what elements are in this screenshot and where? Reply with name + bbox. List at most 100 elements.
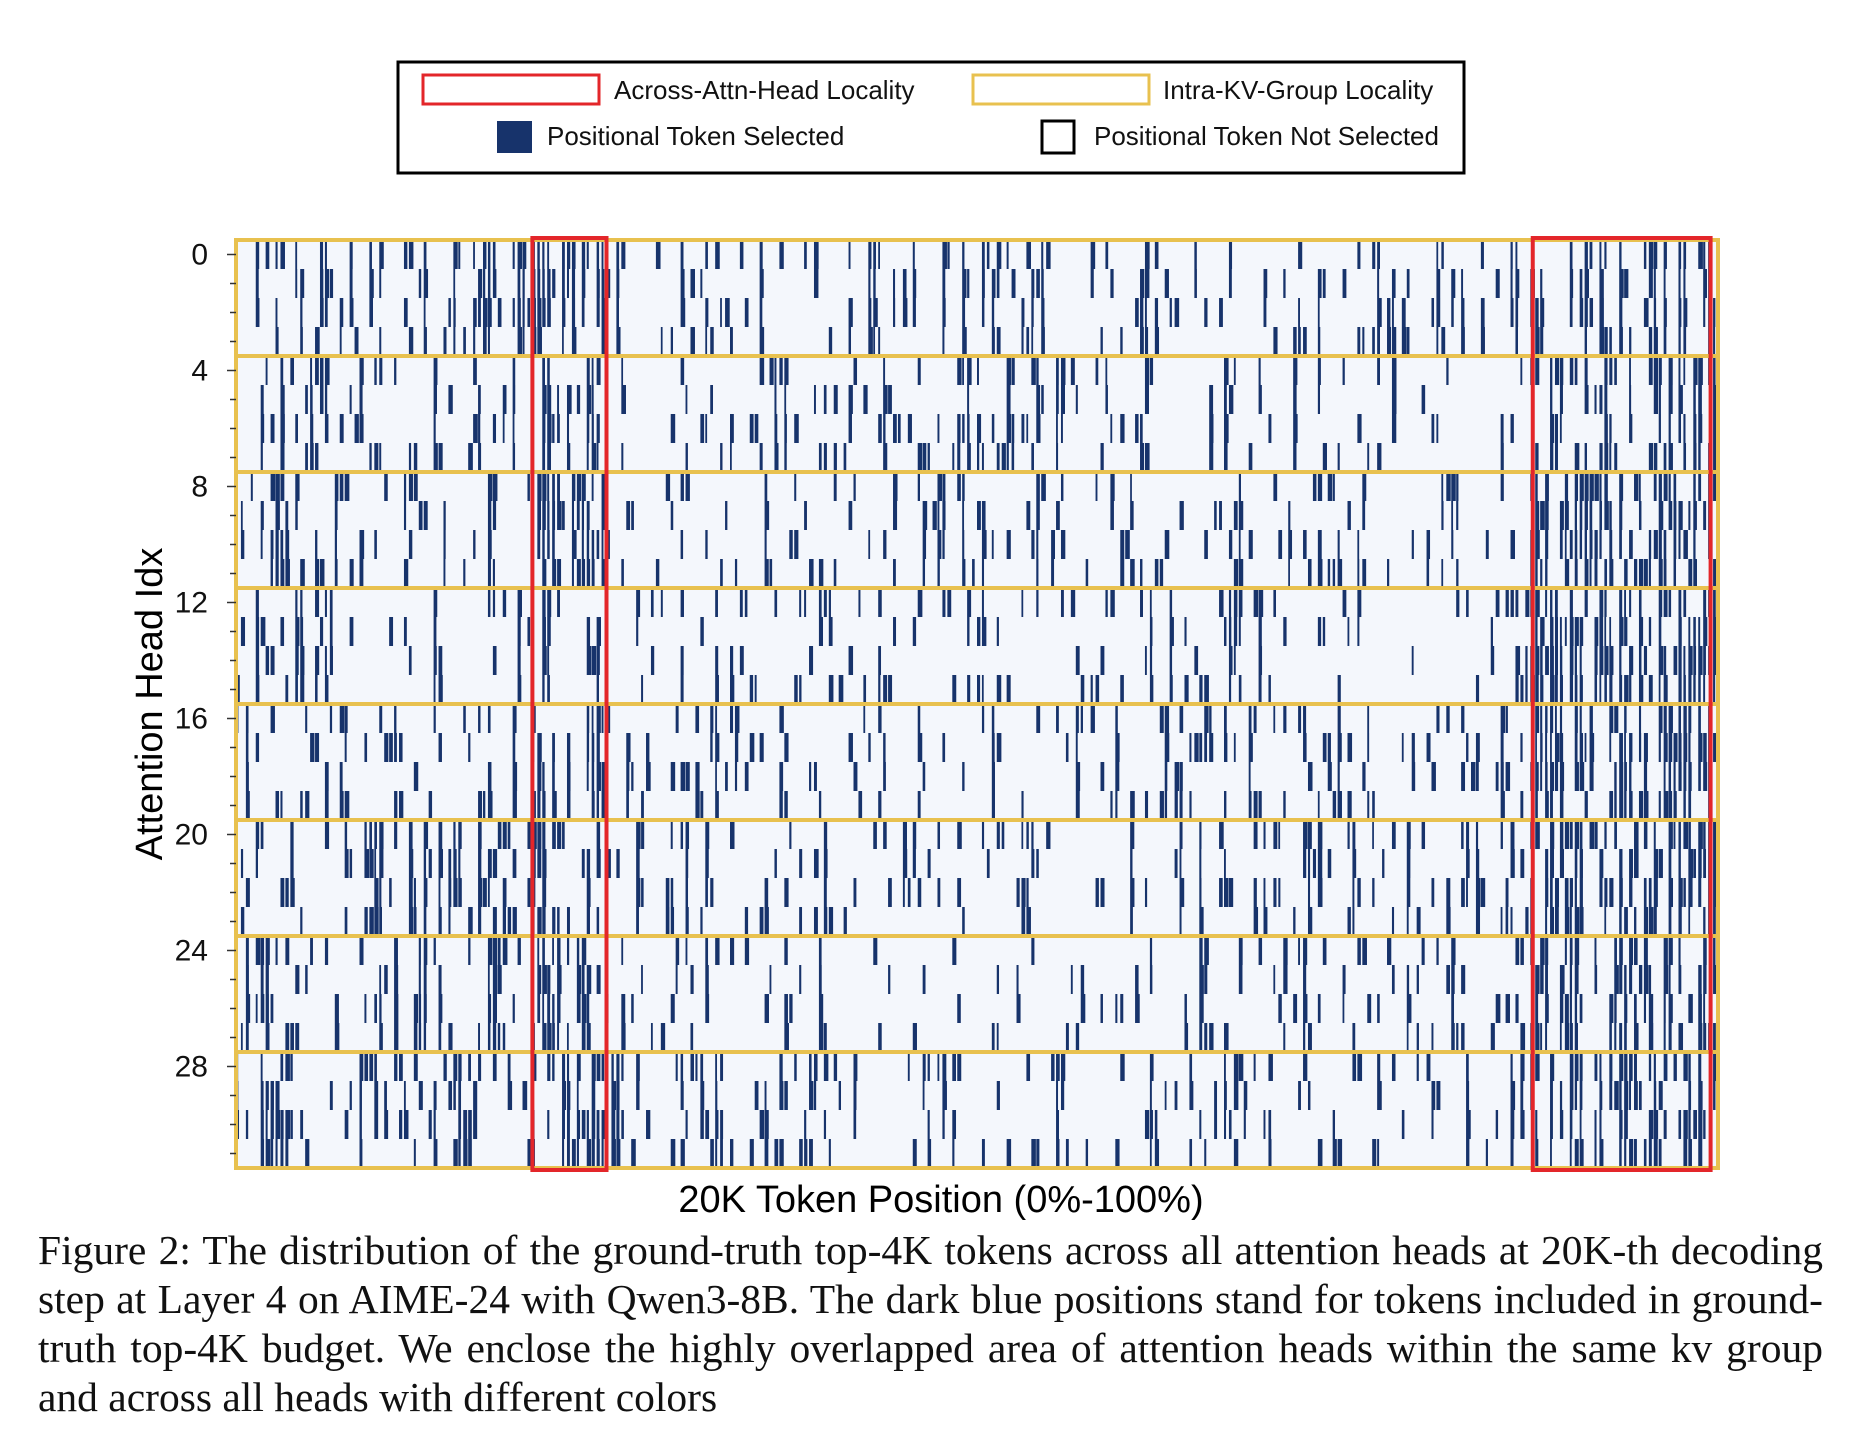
heatmap-cell [1120, 414, 1125, 443]
heatmap-cell [809, 559, 814, 588]
heatmap-cell [606, 849, 611, 878]
heatmap-cell [1293, 414, 1298, 443]
heatmap-cell [641, 820, 645, 849]
heatmap-cell [734, 762, 738, 791]
heatmap-cell [453, 269, 456, 298]
heatmap-cell [897, 414, 901, 443]
heatmap-cell [453, 849, 457, 878]
heatmap-cell [1574, 994, 1578, 1023]
heatmap-cell [512, 849, 517, 878]
heatmap-cell [1436, 327, 1439, 356]
heatmap-cell [937, 414, 940, 443]
heatmap-cell [324, 675, 329, 704]
heatmap-cell [1258, 385, 1262, 414]
heatmap-cell [1130, 501, 1134, 530]
heatmap-cell [438, 820, 443, 849]
heatmap-cell [537, 240, 540, 269]
heatmap-cell [685, 907, 689, 936]
heatmap-cell [1021, 298, 1025, 327]
heatmap-cell [1609, 559, 1614, 588]
heatmap-cell [349, 385, 352, 414]
heatmap-cell [828, 1139, 831, 1168]
heatmap-cell [715, 646, 719, 675]
heatmap-cell [596, 414, 600, 443]
heatmap-cell [1406, 327, 1410, 356]
heatmap-cell [1574, 1081, 1578, 1110]
heatmap-cell [1604, 414, 1608, 443]
heatmap-cell [1377, 1139, 1380, 1168]
heatmap-cell [1569, 878, 1573, 907]
heatmap-cell [1317, 994, 1321, 1023]
heatmap-cell [1535, 1052, 1540, 1081]
heatmap-cell [1648, 675, 1653, 704]
heatmap-cell [1540, 617, 1545, 646]
y-tick-label: 0 [191, 239, 208, 272]
heatmap-cell [1678, 414, 1682, 443]
heatmap-cell [1579, 704, 1582, 733]
y-tick-label: 8 [191, 471, 208, 504]
heatmap-cell [571, 298, 576, 327]
heatmap-cell [1540, 559, 1543, 588]
heatmap-cell [873, 327, 876, 356]
heatmap-cell [601, 472, 605, 501]
heatmap-cell [784, 994, 788, 1023]
heatmap-cell [917, 733, 923, 762]
heatmap-cell [1698, 965, 1702, 994]
heatmap-cell [1564, 878, 1569, 907]
heatmap-cell [1545, 849, 1549, 878]
heatmap-cell [1293, 327, 1297, 356]
heatmap-cell [319, 269, 324, 298]
heatmap-cell [1634, 1023, 1639, 1052]
heatmap-cell [641, 965, 643, 994]
heatmap-cell [1678, 820, 1681, 849]
heatmap-cell [1317, 530, 1322, 559]
heatmap-cell [1535, 1110, 1538, 1139]
heatmap-cell [260, 443, 263, 472]
heatmap-cell [774, 443, 779, 472]
heatmap-cell [1678, 298, 1682, 327]
heatmap-cell [1362, 762, 1366, 791]
heatmap-cell [636, 878, 641, 907]
heatmap-cell [888, 385, 892, 414]
heatmap-cell [389, 878, 392, 907]
heatmap-cell [537, 530, 541, 559]
heatmap-cell [458, 849, 461, 878]
heatmap-cell [1693, 1110, 1697, 1139]
heatmap-cell [1594, 1110, 1597, 1139]
heatmap-cell [596, 675, 599, 704]
heatmap-cell [848, 385, 853, 414]
heatmap-cell [394, 733, 397, 762]
heatmap-cell [542, 994, 545, 1023]
heatmap-cell [329, 269, 334, 298]
heatmap-cell [1599, 327, 1605, 356]
heatmap-cell [1352, 820, 1356, 849]
heatmap-cell [1619, 1023, 1623, 1052]
heatmap-cell [1609, 733, 1612, 762]
heatmap-cell [937, 878, 941, 907]
heatmap-cell [1545, 588, 1548, 617]
y-tick-label: 12 [175, 587, 208, 620]
heatmap-cell [1075, 733, 1078, 762]
heatmap-cell [1648, 965, 1652, 994]
heatmap-cell [1584, 385, 1589, 414]
heatmap-cell [586, 559, 591, 588]
heatmap-cell [1579, 501, 1583, 530]
heatmap-cell [1332, 1110, 1336, 1139]
heatmap-cell [1698, 472, 1702, 501]
heatmap-cell [1589, 530, 1593, 559]
heatmap-cell [1406, 878, 1411, 907]
heatmap-cell [290, 1052, 293, 1081]
heatmap-cell [532, 820, 537, 849]
heatmap-cell [996, 327, 1001, 356]
heatmap-cell [300, 327, 303, 356]
heatmap-cell [1466, 1052, 1469, 1081]
heatmap-cell [586, 617, 591, 646]
heatmap-cell [1322, 269, 1326, 298]
heatmap-cell [542, 646, 547, 675]
heatmap-cell [1698, 675, 1701, 704]
heatmap-cell [245, 733, 249, 762]
heatmap-cell [1569, 530, 1573, 559]
heatmap-cell [631, 762, 634, 791]
heatmap-cell [1540, 733, 1543, 762]
heatmap-cell [468, 936, 471, 965]
